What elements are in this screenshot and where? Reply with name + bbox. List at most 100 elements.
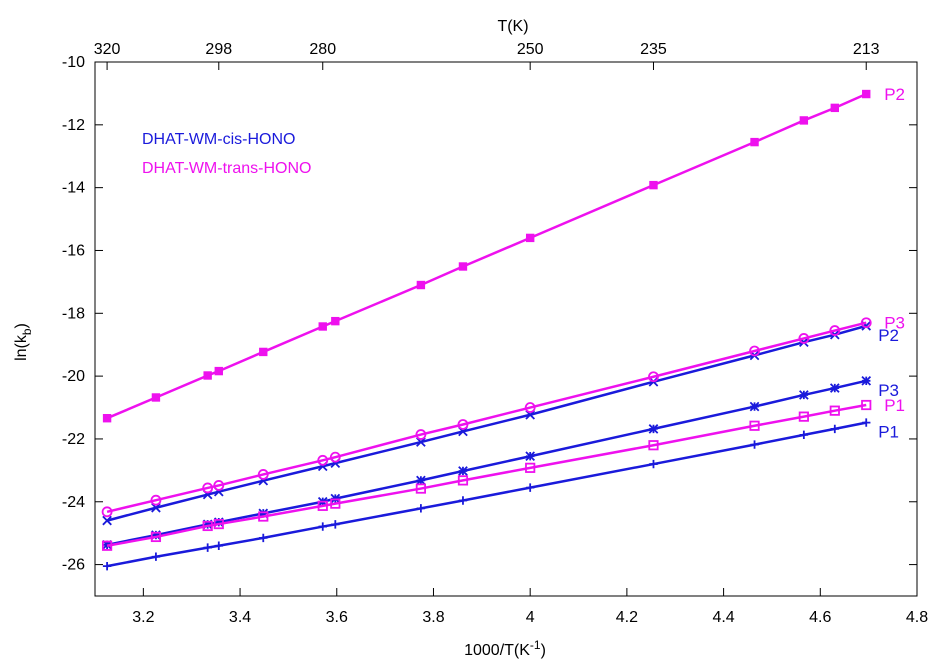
data-point [525,451,536,462]
data-point [648,371,659,383]
data-point [259,533,268,543]
series-trans-p2 [102,89,871,423]
x-tick-label: 4.8 [906,609,928,626]
data-point [101,506,113,518]
data-point [525,462,536,473]
y-tick-label: -10 [62,54,85,71]
series-end-label: P2 [878,326,899,345]
y-tick-label: -22 [62,431,85,448]
x-tick-label: 3.8 [422,609,444,626]
x-tick-label: 3.2 [132,609,154,626]
data-point [331,316,340,326]
data-point [458,466,468,476]
data-point [416,475,426,486]
series-end-label: P3 [878,381,899,400]
data-point [861,375,872,386]
data-point [151,530,161,540]
data-point [416,280,426,290]
data-point [749,420,760,431]
series-trans-p3 [101,317,872,518]
data-point [649,459,658,469]
legend-entry-trans: DHAT-WM-trans-HONO [142,160,311,177]
series-end-label: P1 [884,396,905,415]
data-point [861,399,872,411]
y-axis-title: ln(kb) [13,323,34,361]
y-tick-label: -12 [62,117,85,134]
data-point [258,508,269,519]
series-line [106,321,867,514]
series-end-label: P2 [884,85,905,104]
data-point [524,402,536,413]
x-tick-label: 4.2 [616,609,638,626]
top-tick-label: 235 [640,41,667,58]
data-point [258,511,269,522]
data-point [331,520,340,529]
x-tick-label: 4.6 [809,609,831,626]
data-point [416,504,426,513]
data-point [318,522,327,531]
data-point [830,103,839,113]
data-point [649,180,658,190]
x-tick-label: 3.6 [326,609,348,626]
data-point [525,483,535,492]
data-point [648,424,659,434]
data-point [101,540,113,551]
y-tick-label: -18 [62,305,85,322]
data-point [151,393,161,402]
data-point [102,561,112,571]
data-point [330,498,341,509]
y-tick-label: -26 [62,557,85,574]
y-tick-label: -20 [62,368,85,385]
plot-frame [94,61,918,597]
data-point [317,500,328,511]
data-point [202,482,214,494]
x-tick-label: 4 [526,609,535,626]
data-point [102,515,112,526]
data-point [829,383,840,393]
data-point [829,325,841,336]
data-point [862,89,871,99]
data-point [202,520,213,532]
x-tick-label: 3.4 [229,609,251,626]
data-point [202,519,213,530]
data-point [799,116,809,125]
data-point [750,440,759,449]
data-point [798,411,809,422]
tick-marks [95,61,918,596]
data-point [750,137,759,147]
series-end-label: P1 [878,423,899,442]
data-point [799,430,809,440]
data-point [213,518,224,530]
data-point [798,333,810,344]
data-point [203,543,212,552]
data-point [862,418,871,427]
data-point [830,424,839,434]
data-point [799,390,809,400]
y-tick-label: -14 [62,180,85,197]
data-point [318,322,327,331]
data-point [151,502,161,513]
data-point [329,451,341,463]
data-point [150,494,162,506]
data-point [415,429,427,440]
top-tick-label: 298 [205,41,232,58]
data-point [457,419,469,430]
data-point [458,496,468,505]
data-point [525,233,535,243]
series-end-label: P3 [884,314,905,333]
data-point [259,347,268,357]
series-layer [101,89,872,571]
data-point [458,262,468,271]
data-point [416,437,426,447]
data-point [213,480,225,491]
series-cis-p2 [102,321,872,526]
legend-entry-cis: DHAT-WM-cis-HONO [142,131,295,148]
data-point [214,541,223,550]
data-point [829,405,840,416]
data-point [257,469,269,480]
data-point [213,517,224,528]
data-point [749,345,760,357]
data-point [415,483,426,494]
